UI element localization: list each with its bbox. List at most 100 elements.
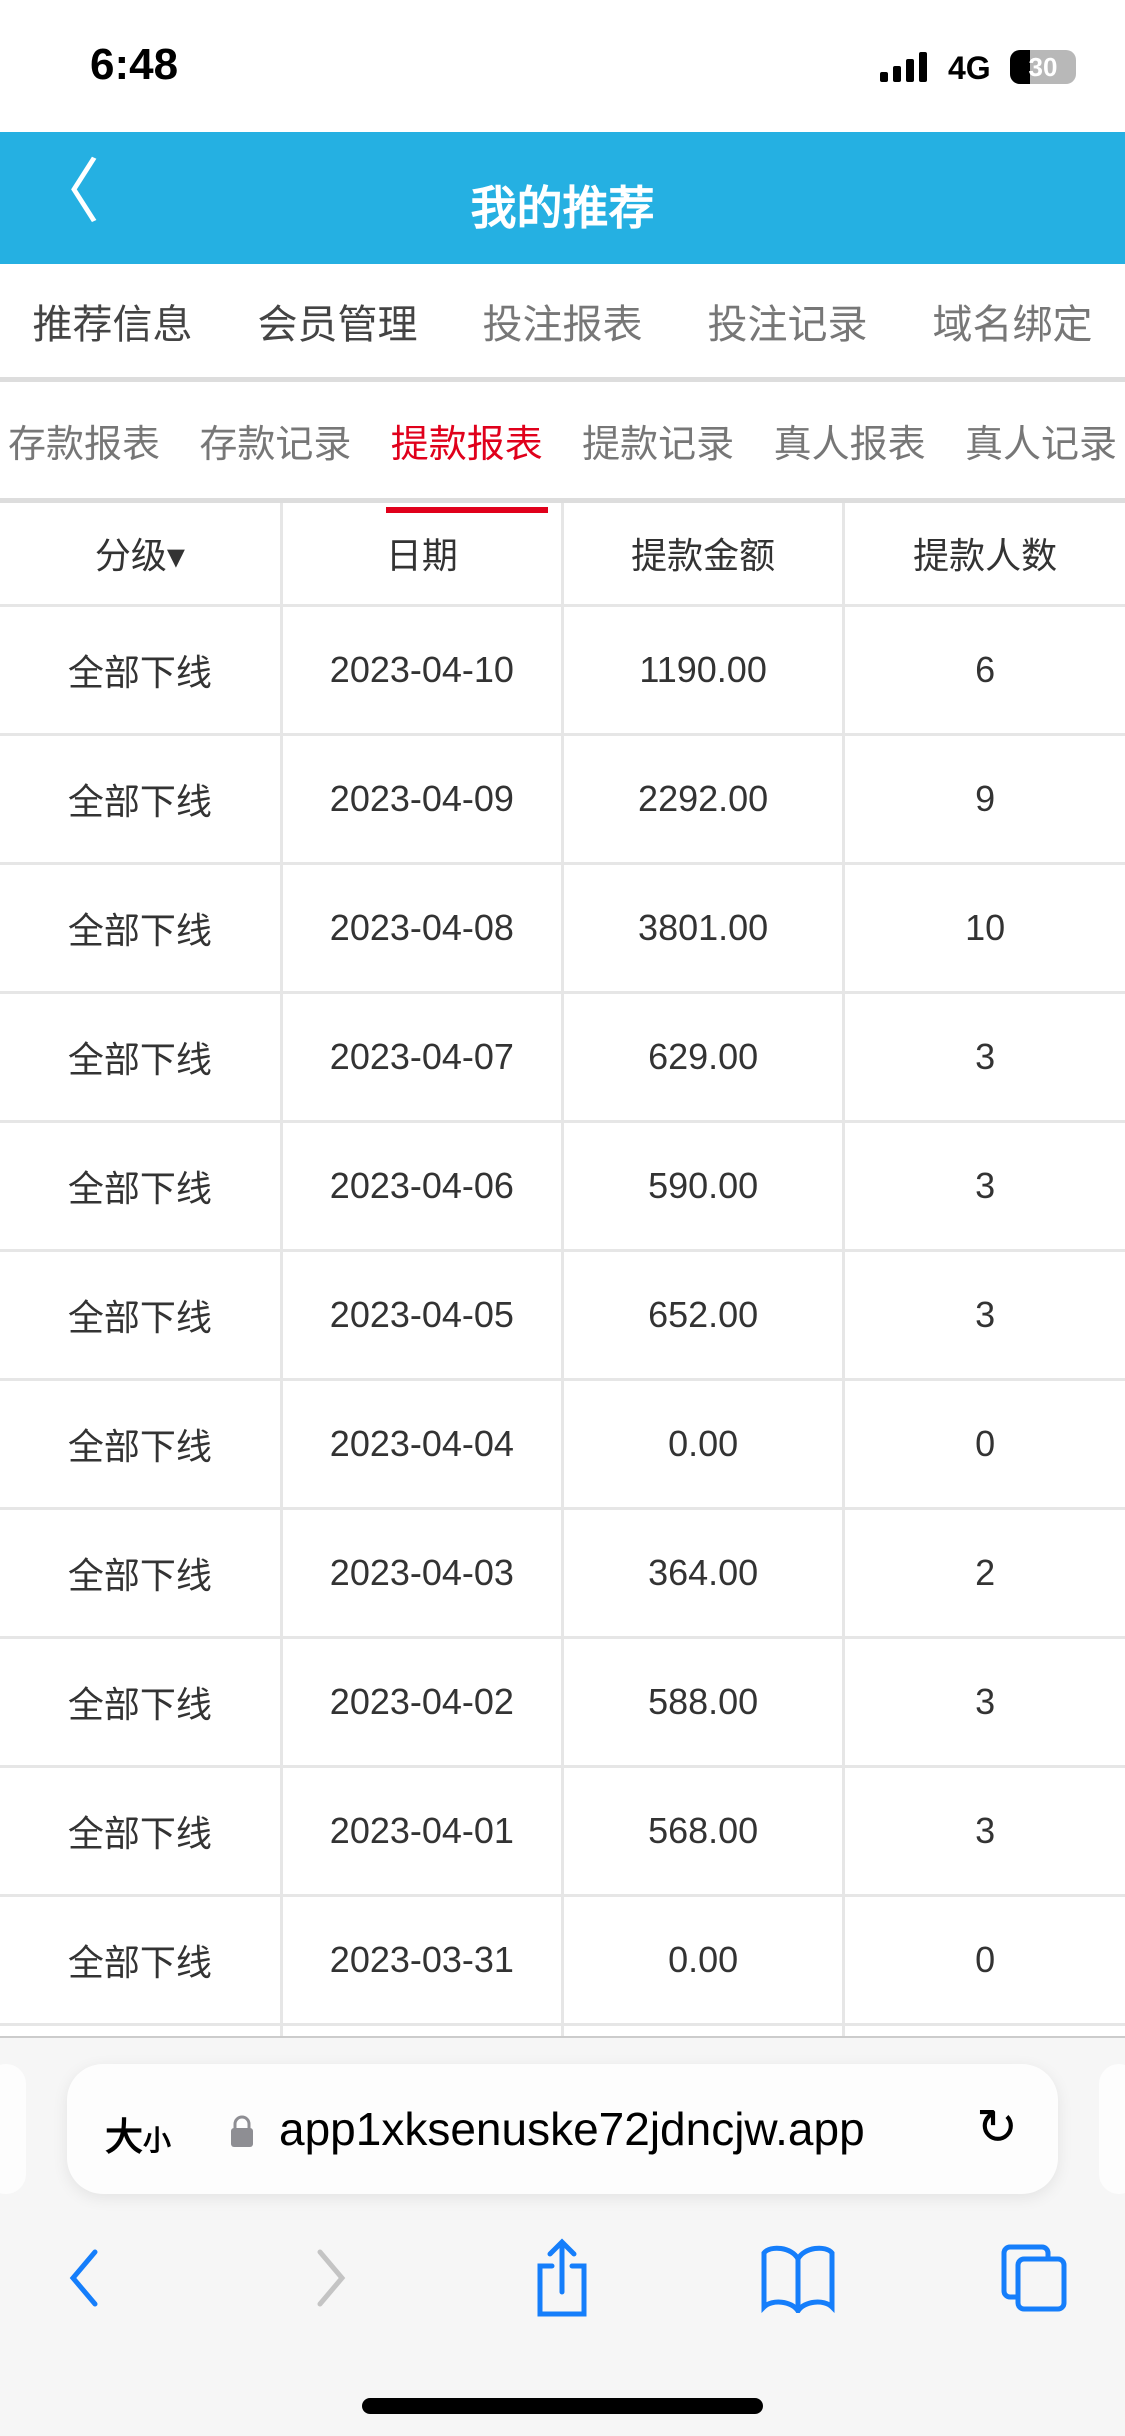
level-cell: 全部下线 <box>0 1508 283 1639</box>
table-row: 全部下线 2023-04-04 0.00 0 <box>0 1379 1125 1510</box>
amount-cell: 3801.00 <box>562 863 846 994</box>
level-cell: 全部下线 <box>0 1379 283 1510</box>
table-row: 全部下线 2023-04-01 568.00 3 <box>0 1766 1125 1897</box>
chevron-left-icon <box>69 2249 98 2307</box>
level-cell: 全部下线 <box>0 1250 283 1381</box>
tab-withdrawal-records[interactable]: 提款记录 <box>582 423 735 466</box>
text-size-button[interactable]: 大小 <box>105 2106 171 2161</box>
amount-cell: 590.00 <box>562 1121 846 1252</box>
tab-deposit-records[interactable]: 存款记录 <box>199 423 352 466</box>
back-nav-button[interactable] <box>45 2238 125 2318</box>
table-row: 全部下线 2023-04-09 2292.00 9 <box>0 734 1125 865</box>
bookmarks-button[interactable] <box>758 2238 838 2318</box>
tab-bet-report[interactable]: 投注报表 <box>482 302 643 347</box>
tab-referral-info[interactable]: 推荐信息 <box>32 302 193 347</box>
level-cell: 全部下线 <box>0 1895 283 2026</box>
tab-bet-records[interactable]: 投注记录 <box>707 302 868 347</box>
back-icon[interactable]: 〈 <box>30 153 100 231</box>
amount-cell: 588.00 <box>562 1637 846 1768</box>
date-cell: 2023-04-08 <box>281 863 565 994</box>
count-cell: 9 <box>843 734 1125 865</box>
battery-icon: 30 <box>1010 50 1076 84</box>
tabs-icon <box>1001 2244 1067 2312</box>
previous-tab-pill[interactable] <box>0 2064 26 2194</box>
count-header: 提款人数 <box>843 503 1125 607</box>
share-button[interactable] <box>522 2238 602 2318</box>
withdrawal-report-table: 分级▾ 日期 提款金额 提款人数 全部下线 2023-04-10 1190.00 6 全… <box>0 503 1125 2155</box>
date-cell: 2023-04-07 <box>281 992 565 1123</box>
reload-icon[interactable]: ↻ <box>976 2099 1018 2155</box>
url-text[interactable]: app1xksenuske72jdncjw.app <box>279 2103 865 2155</box>
tab-deposit-report[interactable]: 存款报表 <box>8 423 161 466</box>
amount-header: 提款金额 <box>562 503 846 607</box>
network-type: 4G <box>948 50 991 86</box>
count-cell: 0 <box>843 1895 1125 2026</box>
table-row: 全部下线 2023-04-03 364.00 2 <box>0 1508 1125 1639</box>
tab-live-report[interactable]: 真人报表 <box>773 423 926 466</box>
level-cell: 全部下线 <box>0 734 283 865</box>
app-header: 〈 我的推荐 <box>0 132 1125 264</box>
table-row: 全部下线 2023-03-31 0.00 0 <box>0 1895 1125 2026</box>
tab-withdrawal-report[interactable]: 提款报表 <box>385 413 548 513</box>
amount-cell: 1190.00 <box>562 605 846 736</box>
level-cell: 全部下线 <box>0 605 283 736</box>
next-tab-pill[interactable] <box>1099 2064 1125 2194</box>
status-bar: 6:48 4G 30 <box>0 0 1125 132</box>
count-cell: 3 <box>843 1637 1125 1768</box>
tabs-button[interactable] <box>995 2238 1075 2318</box>
table-row: 全部下线 2023-04-05 652.00 3 <box>0 1250 1125 1381</box>
tab-member-management[interactable]: 会员管理 <box>257 302 418 347</box>
text-size-small: 小 <box>143 2125 172 2156</box>
level-cell: 全部下线 <box>0 992 283 1123</box>
table-row: 全部下线 2023-04-02 588.00 3 <box>0 1637 1125 1768</box>
address-bar[interactable]: 大小 app1xksenuske72jdncjw.app ↻ <box>67 2064 1058 2194</box>
date-cell: 2023-04-05 <box>281 1250 565 1381</box>
date-cell: 2023-04-03 <box>281 1508 565 1639</box>
count-cell: 3 <box>843 992 1125 1123</box>
count-cell: 3 <box>843 1250 1125 1381</box>
tab-domain-binding[interactable]: 域名绑定 <box>932 302 1093 347</box>
level-cell: 全部下线 <box>0 863 283 994</box>
amount-cell: 364.00 <box>562 1508 846 1639</box>
date-cell: 2023-04-01 <box>281 1766 565 1897</box>
count-cell: 3 <box>843 1121 1125 1252</box>
amount-cell: 0.00 <box>562 1379 846 1510</box>
date-cell: 2023-04-09 <box>281 734 565 865</box>
count-cell: 2 <box>843 1508 1125 1639</box>
chevron-right-icon <box>317 2249 346 2307</box>
level-cell: 全部下线 <box>0 1766 283 1897</box>
browser-toolbar: 大小 app1xksenuske72jdncjw.app ↻ <box>0 2036 1125 2436</box>
status-time: 6:48 <box>90 40 179 89</box>
table-row: 全部下线 2023-04-07 629.00 3 <box>0 992 1125 1123</box>
tab-live-records[interactable]: 真人记录 <box>964 423 1117 466</box>
count-cell: 0 <box>843 1379 1125 1510</box>
date-cell: 2023-03-31 <box>281 1895 565 2026</box>
date-header: 日期 <box>281 503 565 607</box>
level-cell: 全部下线 <box>0 1121 283 1252</box>
share-icon <box>537 2238 587 2317</box>
amount-cell: 652.00 <box>562 1250 846 1381</box>
signal-icon <box>880 52 927 82</box>
amount-cell: 568.00 <box>562 1766 846 1897</box>
forward-nav-button[interactable] <box>290 2238 370 2318</box>
level-filter-header[interactable]: 分级▾ <box>0 503 283 607</box>
date-cell: 2023-04-10 <box>281 605 565 736</box>
amount-cell: 2292.00 <box>562 734 846 865</box>
date-cell: 2023-04-06 <box>281 1121 565 1252</box>
tabs-secondary: 存款报表 存款记录 提款报表 提款记录 真人报表 真人记录 <box>0 382 1125 513</box>
date-cell: 2023-04-02 <box>281 1637 565 1768</box>
table-row: 全部下线 2023-04-08 3801.00 10 <box>0 863 1125 994</box>
lock-icon <box>231 2115 253 2147</box>
amount-cell: 629.00 <box>562 992 846 1123</box>
count-cell: 6 <box>843 605 1125 736</box>
count-cell: 3 <box>843 1766 1125 1897</box>
level-cell: 全部下线 <box>0 1637 283 1768</box>
book-icon <box>761 2245 835 2313</box>
tabs-primary: 推荐信息 会员管理 投注报表 投注记录 域名绑定 <box>0 264 1125 382</box>
battery-level: 30 <box>1028 52 1058 82</box>
amount-cell: 0.00 <box>562 1895 846 2026</box>
date-cell: 2023-04-04 <box>281 1379 565 1510</box>
text-size-big: 大 <box>105 2117 144 2159</box>
home-indicator[interactable] <box>362 2398 763 2414</box>
page-title: 我的推荐 <box>470 182 655 234</box>
